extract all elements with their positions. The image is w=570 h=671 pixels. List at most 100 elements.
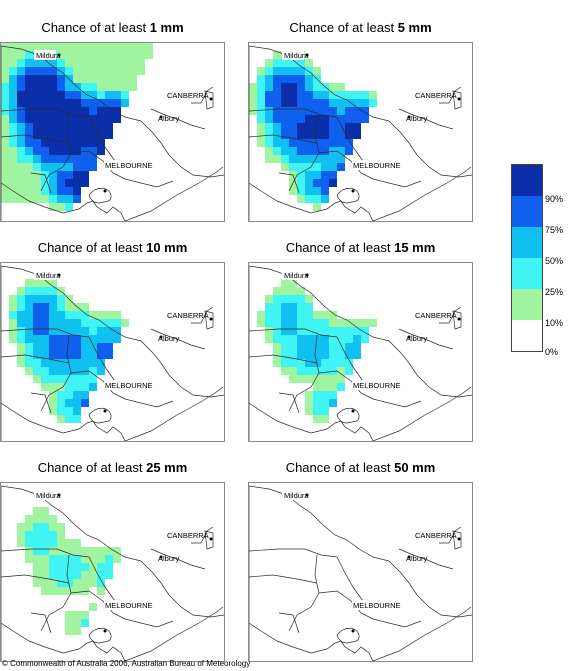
rain-cell bbox=[73, 195, 81, 203]
rain-cell bbox=[25, 67, 33, 75]
rain-cell bbox=[33, 555, 41, 563]
rain-cell bbox=[313, 311, 321, 319]
rain-cell bbox=[49, 303, 57, 311]
coastline bbox=[249, 402, 374, 441]
rain-cell bbox=[281, 91, 289, 99]
rain-cell bbox=[305, 59, 313, 67]
rain-cell bbox=[41, 123, 49, 131]
albury-marker bbox=[159, 335, 163, 339]
rain-cell bbox=[281, 131, 289, 139]
rain-cell bbox=[73, 67, 81, 75]
rain-cell bbox=[273, 303, 281, 311]
rain-cell bbox=[49, 539, 57, 547]
rain-cell bbox=[289, 155, 297, 163]
rain-cell bbox=[121, 43, 129, 51]
rain-cell bbox=[105, 99, 113, 107]
melbourne-label-box bbox=[352, 160, 397, 170]
rain-cell bbox=[9, 147, 17, 155]
rain-cell bbox=[97, 115, 105, 123]
rain-cell bbox=[73, 399, 81, 407]
rain-cell bbox=[89, 311, 97, 319]
rain-cell bbox=[305, 155, 313, 163]
rain-cell bbox=[337, 147, 345, 155]
rain-cell bbox=[361, 335, 369, 343]
rain-cell bbox=[97, 563, 105, 571]
mildura-marker bbox=[57, 273, 61, 277]
rain-cell bbox=[337, 367, 345, 375]
rain-cell bbox=[49, 531, 57, 539]
rain-cell bbox=[305, 335, 313, 343]
rain-cell bbox=[265, 91, 273, 99]
rain-cell bbox=[321, 343, 329, 351]
rain-cell bbox=[17, 147, 25, 155]
rain-cell bbox=[313, 91, 321, 99]
rain-cell bbox=[73, 75, 81, 83]
rain-cell bbox=[121, 91, 129, 99]
rain-cell bbox=[9, 155, 17, 163]
rain-cell bbox=[1, 67, 9, 75]
panel-title-prefix: Chance of at least bbox=[37, 240, 147, 255]
rain-cell bbox=[313, 335, 321, 343]
rain-cell bbox=[113, 335, 121, 343]
rain-cell bbox=[329, 163, 337, 171]
rain-cell bbox=[57, 131, 65, 139]
rain-cell bbox=[65, 67, 73, 75]
rain-cell bbox=[65, 115, 73, 123]
district-boundary bbox=[70, 590, 126, 620]
rain-cell bbox=[313, 415, 321, 423]
rain-cell bbox=[97, 367, 105, 375]
rain-cell bbox=[49, 203, 57, 211]
rain-cell bbox=[57, 383, 65, 391]
district-boundary bbox=[249, 548, 338, 558]
nsw-boundary bbox=[191, 306, 214, 324]
rain-cell bbox=[305, 147, 313, 155]
rain-cell bbox=[105, 59, 113, 67]
rain-cell bbox=[313, 115, 321, 123]
rain-cell bbox=[33, 195, 41, 203]
rain-cell bbox=[89, 163, 97, 171]
rain-cell bbox=[17, 163, 25, 171]
copyright-notice: © Commonwealth of Australia 2006, Austra… bbox=[2, 659, 251, 668]
rain-cell bbox=[65, 59, 73, 67]
rain-cell bbox=[41, 531, 49, 539]
rain-cell bbox=[289, 295, 297, 303]
rain-cell bbox=[57, 359, 65, 367]
rain-cell bbox=[257, 139, 265, 147]
rain-cell bbox=[305, 399, 313, 407]
mildura-label: Mildura bbox=[284, 271, 309, 280]
rain-cell bbox=[73, 147, 81, 155]
rain-cell bbox=[49, 43, 57, 51]
rain-cell bbox=[89, 139, 97, 147]
rain-cell bbox=[25, 179, 33, 187]
rain-cell bbox=[33, 563, 41, 571]
nsw-boundary bbox=[398, 548, 454, 570]
rain-cell bbox=[353, 131, 361, 139]
rain-cell bbox=[17, 311, 25, 319]
rain-cell bbox=[321, 171, 329, 179]
mildura-label: Mildura bbox=[284, 491, 309, 500]
district-boundary bbox=[278, 172, 300, 194]
rain-cell bbox=[297, 123, 305, 131]
rain-cell bbox=[65, 415, 73, 423]
rain-cell bbox=[305, 391, 313, 399]
canberra-label: CANBERRA bbox=[167, 531, 209, 540]
rain-cell bbox=[297, 115, 305, 123]
rain-cell bbox=[137, 59, 145, 67]
rain-cell bbox=[265, 139, 273, 147]
rain-cell bbox=[57, 319, 65, 327]
rain-cell bbox=[57, 351, 65, 359]
rain-cell bbox=[33, 351, 41, 359]
rain-cell bbox=[289, 67, 297, 75]
legend-tick-10: 10% bbox=[545, 318, 564, 328]
rain-grid bbox=[257, 279, 377, 423]
rain-cell bbox=[137, 43, 145, 51]
mildura-label-box bbox=[34, 50, 56, 60]
rain-cell bbox=[281, 59, 289, 67]
rain-cell bbox=[65, 311, 73, 319]
melbourne-label-box bbox=[352, 600, 397, 610]
boundary-lines bbox=[1, 45, 224, 221]
rain-cell bbox=[313, 171, 321, 179]
rain-cell bbox=[281, 279, 289, 287]
rain-cell bbox=[321, 155, 329, 163]
rain-cell bbox=[113, 327, 121, 335]
